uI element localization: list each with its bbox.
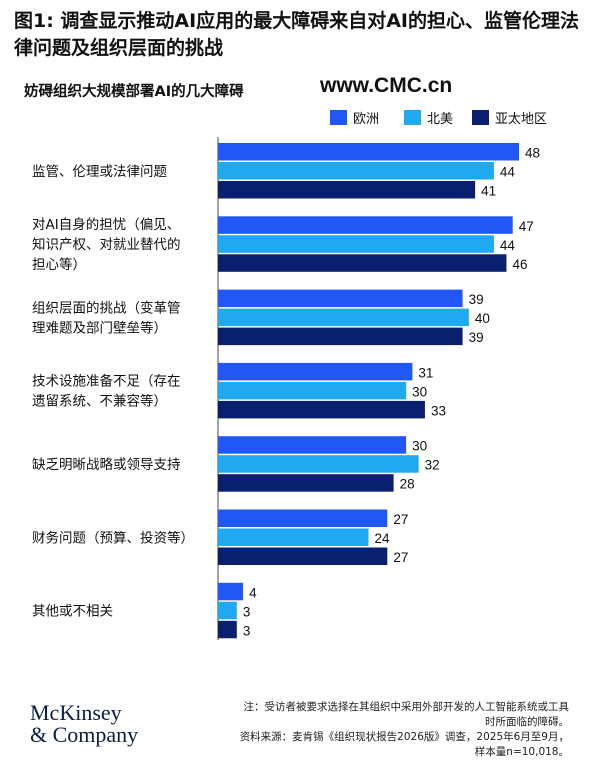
bar [218, 181, 476, 199]
bar [218, 216, 513, 234]
bar [218, 381, 407, 400]
mckinsey-logo: McKinsey & Company [30, 702, 138, 746]
bar-chart: 监管、伦理或法律问题 48 44 41 对AI自身的担忧（偏见、知识产权、对就业替代的担… [32, 137, 540, 640]
data-label: 30 [412, 384, 427, 399]
legend-swatch [404, 109, 421, 125]
footnote-line: 注：受访者被要求选择在其组织中采用外部开发的人工智能系统或工具 [243, 701, 570, 713]
bar [218, 289, 463, 308]
chart-subtitle: 妨碍组织大规模部署AI的几大障碍 [24, 84, 244, 100]
data-label: 44 [500, 238, 516, 253]
legend-label: 北美 [427, 111, 454, 127]
category-label: 遗留系统、不兼容等） [32, 393, 167, 410]
data-label: 44 [500, 165, 516, 180]
data-label: 24 [375, 531, 391, 546]
logo-line-2: & Company [30, 722, 139, 747]
legend-label: 亚太地区 [495, 111, 548, 127]
watermark: www.CMC.cn [320, 74, 453, 97]
category-label: 财务问题（预算、投资等） [32, 529, 194, 546]
bar [218, 254, 507, 272]
bar [218, 582, 244, 601]
category-label: 对AI自身的担忧（偏见、 [32, 217, 180, 233]
bar [218, 436, 407, 454]
category-label: 缺乏明晰战略或领导支持 [32, 457, 181, 473]
footnote-line: 样本量n=10,018。 [474, 746, 569, 758]
data-label: 4 [249, 585, 257, 600]
legend-item-asia-pacific: 亚太地区 [472, 108, 548, 127]
bar [218, 620, 237, 639]
data-label: 32 [425, 458, 440, 473]
bar [218, 162, 494, 180]
bar [218, 528, 369, 546]
bar [218, 235, 494, 253]
data-label: 27 [393, 550, 408, 565]
category-label: 组织层面的挑战（变革管 [32, 300, 181, 316]
data-label: 3 [243, 604, 251, 619]
bar [218, 362, 413, 381]
data-label: 39 [469, 292, 484, 307]
logo-line-1: McKinsey [30, 700, 122, 725]
data-label: 46 [512, 257, 527, 272]
category-label: 理难题及部门壁垒等） [32, 319, 167, 336]
data-label: 28 [400, 477, 415, 492]
bar [218, 509, 388, 527]
data-label: 27 [393, 512, 408, 527]
bar [218, 308, 469, 327]
legend-item-north-america: 北美 [404, 108, 454, 127]
footnote: 注：受访者被要求选择在其组织中采用外部开发的人工智能系统或工具 时所面临的障碍。… [189, 700, 569, 760]
category-label: 知识产权、对就业替代的 [32, 236, 181, 253]
data-label: 33 [431, 403, 446, 418]
footnote-line: 资料来源：麦肯锡《组织现状报告2026版》调查，2025年6月至9月， [239, 731, 569, 743]
figure-title: 图1: 调查显示推动AI应用的最大障碍来自对AI的担心、监管伦理法律问题及组织层… [14, 10, 579, 59]
data-label: 48 [525, 146, 540, 161]
data-label: 41 [481, 184, 496, 199]
bar [218, 547, 388, 565]
category-label: 担心等） [32, 256, 86, 273]
bar [218, 455, 419, 473]
footnote-line: 时所面临的障碍。 [485, 716, 569, 728]
category-label: 技术设施准备不足（存在 [32, 373, 181, 390]
data-label: 30 [412, 439, 427, 454]
data-label: 3 [243, 623, 251, 638]
bar [218, 327, 463, 346]
chart-legend: 欧洲 北美 亚太地区 [330, 108, 580, 127]
data-label: 47 [519, 219, 534, 234]
data-label: 39 [469, 330, 484, 345]
data-label: 31 [418, 365, 433, 380]
bar [218, 400, 425, 419]
legend-item-europe: 欧洲 [330, 108, 380, 127]
bar [218, 143, 519, 161]
legend-label: 欧洲 [353, 111, 380, 127]
category-label: 监管、伦理或法律问题 [32, 164, 167, 180]
bar [218, 474, 394, 492]
data-label: 40 [475, 311, 490, 326]
category-label: 其他或不相关 [32, 604, 113, 620]
legend-swatch [330, 109, 347, 125]
legend-swatch [472, 109, 489, 125]
bar [218, 601, 237, 620]
